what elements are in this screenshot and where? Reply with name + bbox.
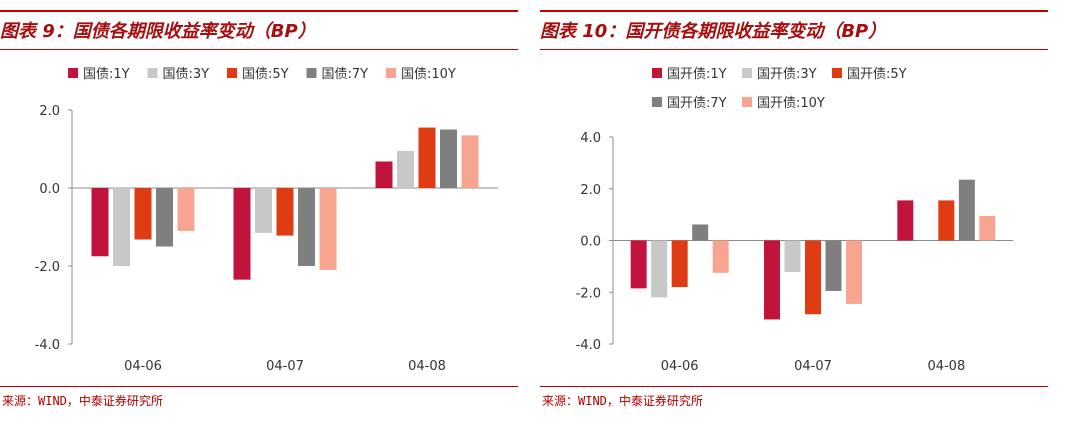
legend-label: 国债:3Y bbox=[163, 67, 210, 82]
legend-label: 国开债:5Y bbox=[847, 67, 907, 82]
bar bbox=[764, 240, 780, 320]
legend-swatch bbox=[652, 68, 662, 78]
legend-swatch bbox=[386, 68, 396, 78]
bar bbox=[276, 188, 294, 236]
bar bbox=[134, 188, 152, 240]
top-rule bbox=[0, 10, 518, 12]
legend-swatch bbox=[652, 97, 662, 107]
chart-title: 图表 9：国债各期限收益率变动（BP） bbox=[0, 21, 316, 42]
bar-chart-cdb: 国开债:1Y 国开债:3Y 国开债:5Y 国开债:7Y 国开债:10Y 4.0 2.0 0.0… bbox=[576, 67, 1013, 374]
bar bbox=[692, 224, 709, 241]
bottom-rule bbox=[540, 386, 1048, 387]
legend-label: 国债:10Y bbox=[401, 67, 456, 82]
legend-swatch bbox=[147, 68, 158, 78]
bar bbox=[298, 188, 315, 266]
y-tick-label: 0.0 bbox=[580, 235, 601, 250]
bar bbox=[177, 188, 195, 231]
bar bbox=[440, 129, 457, 188]
legend-swatch bbox=[742, 68, 752, 78]
x-tick-label: 04-07 bbox=[794, 359, 832, 374]
legend-label: 国开债:1Y bbox=[667, 67, 727, 82]
source-note: 来源：WIND，中泰证券研究所 bbox=[2, 394, 163, 408]
bar bbox=[113, 188, 130, 266]
bar bbox=[461, 135, 479, 188]
bar bbox=[784, 240, 801, 273]
bar bbox=[156, 188, 173, 247]
legend-label: 国开债:10Y bbox=[757, 96, 825, 111]
bottom-rule bbox=[0, 386, 518, 387]
y-tick-label: 2.0 bbox=[39, 104, 60, 119]
bar bbox=[651, 240, 668, 298]
legend-label: 国开债:3Y bbox=[757, 67, 817, 82]
x-tick-label: 04-07 bbox=[266, 359, 304, 374]
y-tick-label: -2.0 bbox=[35, 260, 60, 275]
source-note: 来源：WIND，中泰证券研究所 bbox=[542, 394, 703, 408]
title-rule bbox=[540, 49, 1048, 50]
bar bbox=[418, 127, 436, 188]
y-tick-label: -4.0 bbox=[35, 338, 60, 353]
bar bbox=[91, 188, 109, 257]
top-rule bbox=[540, 10, 1048, 12]
legend-swatch bbox=[742, 97, 752, 107]
bar bbox=[825, 240, 842, 291]
y-tick-label: 0.0 bbox=[39, 182, 60, 197]
bar bbox=[671, 240, 688, 288]
x-tick-label: 04-08 bbox=[408, 359, 446, 374]
y-tick-label: -2.0 bbox=[576, 286, 601, 301]
bar bbox=[805, 240, 821, 315]
bar bbox=[712, 240, 729, 273]
bar bbox=[846, 240, 862, 304]
chart-panel-cdb: 图表 10：国开债各期限收益率变动（BP） 国开债:1Y 国开债:3Y 国开债:5Y… bbox=[540, 0, 1060, 425]
legend-swatch bbox=[227, 68, 237, 78]
legend-swatch bbox=[68, 68, 78, 78]
bar bbox=[979, 215, 996, 241]
legend-label: 国债:7Y bbox=[322, 67, 369, 82]
x-tick-label: 04-06 bbox=[124, 359, 162, 374]
y-tick-label: 4.0 bbox=[580, 131, 601, 146]
chart-title: 图表 10：国开债各期限收益率变动（BP） bbox=[540, 21, 887, 42]
bar bbox=[630, 240, 647, 289]
bar bbox=[397, 150, 414, 188]
bar bbox=[255, 188, 272, 233]
bar bbox=[233, 188, 251, 280]
bar-chart-treasury: 国债:1Y 国债:3Y 国债:5Y 国债:7Y 国债:10Y 2.0 0.0 -2.0 -4.0… bbox=[35, 67, 498, 374]
legend-swatch bbox=[832, 68, 842, 78]
chart-panel-treasury: 图表 9：国债各期限收益率变动（BP） 国债:1Y 国债:3Y 国债:5Y 国债:7Y… bbox=[0, 0, 520, 425]
bar bbox=[958, 179, 975, 241]
x-tick-label: 04-08 bbox=[927, 359, 965, 374]
y-tick-label: 2.0 bbox=[580, 183, 601, 198]
y-tick-label: -4.0 bbox=[576, 338, 601, 353]
legend-label: 国债:1Y bbox=[83, 67, 130, 82]
bar bbox=[375, 161, 393, 188]
x-tick-label: 04-06 bbox=[661, 359, 699, 374]
bar bbox=[897, 200, 914, 241]
bar bbox=[319, 188, 337, 270]
legend-label: 国债:5Y bbox=[242, 67, 289, 82]
bar bbox=[938, 200, 955, 241]
legend-swatch bbox=[306, 68, 317, 78]
title-rule bbox=[0, 49, 518, 50]
legend-label: 国开债:7Y bbox=[667, 96, 727, 111]
